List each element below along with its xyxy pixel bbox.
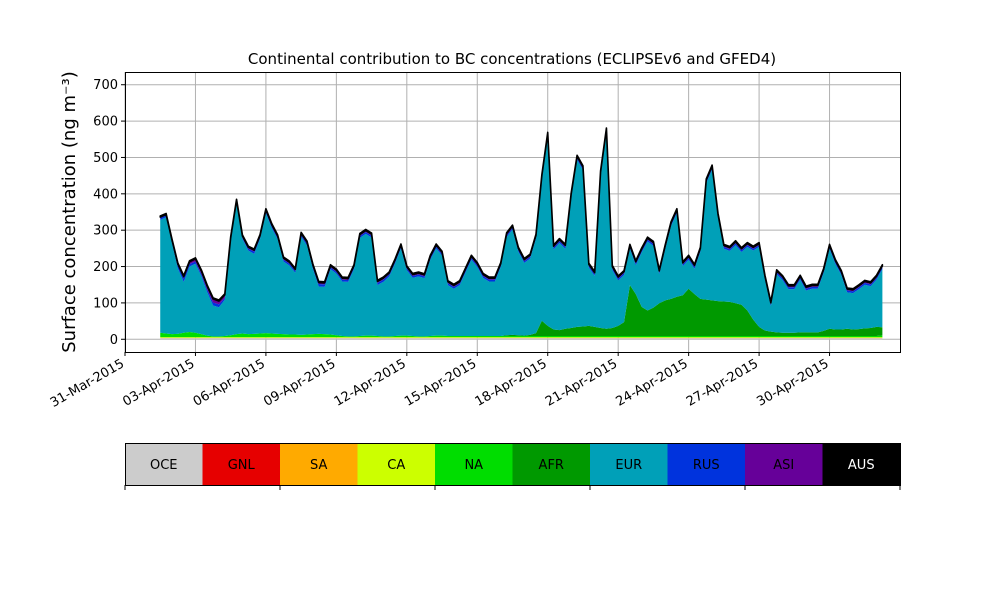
- y-axis-label: Surface concentration (ng m⁻³): [59, 71, 80, 353]
- legend-swatch-eur: [590, 443, 668, 485]
- y-tick-label: 700: [93, 78, 118, 93]
- x-tick-label: 15-Apr-2015: [402, 356, 479, 409]
- stacked-areas: [159, 127, 884, 340]
- y-tick-label: 400: [93, 187, 118, 202]
- legend-swatch-rus: [667, 443, 745, 485]
- x-tick-label: 30-Apr-2015: [754, 356, 831, 409]
- legend-label-aus: AUS: [848, 458, 875, 473]
- x-tick-label: 24-Apr-2015: [614, 356, 691, 409]
- legend-swatch-aus: [822, 443, 900, 485]
- x-tick-label: 09-Apr-2015: [261, 356, 338, 409]
- area-aus: [159, 127, 884, 304]
- colorbar-legend: OCE GNL SA CA NA AFR EUR RUS ASI AUS: [124, 443, 901, 490]
- legend-swatch-ca: [357, 443, 435, 485]
- y-tick-label: 600: [93, 115, 118, 130]
- area-na: [160, 332, 883, 338]
- legend-label-gnl: GNL: [228, 458, 256, 473]
- legend-label-na: NA: [464, 458, 483, 473]
- x-tick-label: 21-Apr-2015: [543, 356, 620, 409]
- legend-label-asi: ASI: [773, 458, 794, 473]
- legend-label-afr: AFR: [539, 458, 564, 473]
- legend-swatch-afr: [512, 443, 590, 485]
- legend-swatch-asi: [745, 443, 823, 485]
- legend-swatch-oce: [125, 443, 203, 485]
- area-eur: [160, 132, 883, 337]
- area-asi: [160, 129, 883, 305]
- legend-label-ca: CA: [387, 458, 405, 473]
- legend-label-rus: RUS: [693, 458, 720, 473]
- legend-label-eur: EUR: [615, 458, 642, 473]
- area-ca: [160, 337, 883, 338]
- y-tick-label: 300: [93, 224, 118, 239]
- y-tick-label: 0: [110, 333, 118, 348]
- y-tick-label: 100: [93, 296, 118, 311]
- legend-swatch-gnl: [202, 443, 280, 485]
- area-oce: [160, 338, 883, 340]
- legend-label-sa: SA: [310, 458, 327, 473]
- legend-swatch-na: [435, 443, 513, 485]
- x-tick-label: 06-Apr-2015: [191, 356, 268, 409]
- x-tick-label: 18-Apr-2015: [473, 356, 550, 409]
- legend-swatch-sa: [280, 443, 358, 485]
- y-tick-label: 200: [93, 260, 118, 275]
- legend-frame: [125, 443, 901, 486]
- chart-title: Continental contribution to BC concentra…: [248, 50, 776, 68]
- x-tick-label: 03-Apr-2015: [120, 356, 197, 409]
- y-axis-ticks: 0 100 200 300 400 500 600 700: [93, 78, 125, 348]
- x-tick-label: 27-Apr-2015: [684, 356, 761, 409]
- x-tick-label: 12-Apr-2015: [332, 356, 409, 409]
- plot-frame: [125, 72, 901, 353]
- x-tick-label: 31-Mar-2015: [48, 356, 127, 410]
- y-tick-label: 500: [93, 151, 118, 166]
- x-axis-ticks: 31-Mar-201503-Apr-201506-Apr-201509-Apr-…: [48, 352, 832, 411]
- area-afr: [160, 285, 883, 337]
- legend-label-oce: OCE: [150, 458, 178, 473]
